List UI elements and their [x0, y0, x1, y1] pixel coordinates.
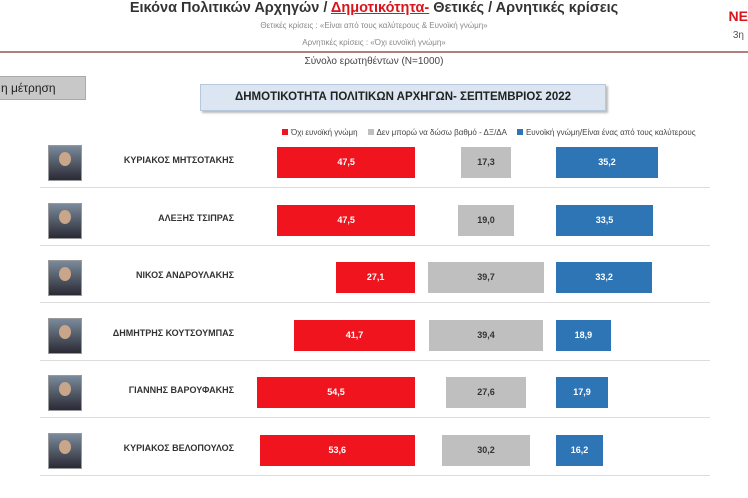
- bar-unfavorable: 41,7: [294, 319, 415, 351]
- leader-photo: [48, 145, 82, 181]
- bar-no-answer: 19,0: [458, 204, 514, 236]
- row-separator: [40, 244, 710, 246]
- row-separator: [40, 302, 710, 303]
- bar-no-answer: 39,4: [428, 319, 544, 351]
- chart-row: ΔΗΜΗΤΡΗΣ ΚΟΥΤΣΟΥΜΠΑΣ 41,7 39,4 18,9: [0, 308, 748, 365]
- leader-photo: [48, 317, 82, 354]
- bar-no-answer: 30,2: [442, 434, 530, 466]
- bar-no-answer: 17,3: [460, 147, 512, 178]
- bar-unfavorable: 54,5: [256, 377, 415, 408]
- bar-unfavorable: 47,5: [277, 204, 415, 236]
- legend-label: Όχι ευνοϊκή γνώμη: [291, 128, 358, 137]
- leader-name: ΔΗΜΗΤΡΗΣ ΚΟΥΤΣΟΥΜΠΑΣ: [112, 327, 234, 338]
- chart-row: ΚΥΡΙΑΚΟΣ ΒΕΛΟΠΟΥΛΟΣ 53,6 30,2 16,2: [0, 423, 748, 480]
- row-separator: [40, 474, 710, 476]
- leader-photo: [48, 432, 82, 469]
- legend: Όχι ευνοϊκή γνώμη Δεν μπορώ να δώσω βαθμό…: [282, 128, 706, 137]
- bar-unfavorable: 27,1: [336, 262, 415, 293]
- brand-logo: ΝΕ: [728, 8, 748, 24]
- bar-favorable: 33,2: [556, 262, 653, 293]
- chart-row: ΚΥΡΙΑΚΟΣ ΜΗΤΣΟΤΑΚΗΣ 47,5 17,3 35,2: [0, 135, 748, 192]
- legend-swatch: [367, 129, 374, 135]
- legend-item: Δεν μπορώ να δώσω βαθμό - ΔΞ/ΔΑ: [367, 128, 507, 137]
- leader-photo: [48, 260, 82, 296]
- legend-swatch: [282, 129, 288, 135]
- leader-photo: [48, 202, 82, 239]
- sample-size: Σύνολο ερωτηθέντων (Ν=1000): [304, 56, 444, 67]
- legend-swatch: [516, 129, 523, 135]
- bar-favorable: 17,9: [556, 377, 608, 408]
- row-separator: [40, 187, 710, 188]
- bar-no-answer: 39,7: [428, 262, 544, 293]
- chart-row: ΑΛΕΞΗΣ ΤΣΙΠΡΑΣ 47,5 19,0 33,5: [0, 193, 748, 250]
- row-separator: [40, 359, 710, 361]
- bar-favorable: 35,2: [556, 147, 659, 178]
- page-title: Εικόνα Πολιτικών Αρχηγών / Δημοτικότητα-…: [129, 0, 619, 16]
- positive-definition: Θετικές κρίσεις : «Είναι από τους καλύτε…: [260, 21, 488, 30]
- row-separator: [40, 417, 710, 418]
- legend-item: Ευνοϊκή γνώμη/Είναι ένας από τους καλύτε…: [516, 128, 696, 137]
- leader-name: ΚΥΡΙΑΚΟΣ ΒΕΛΟΠΟΥΛΟΣ: [123, 442, 234, 453]
- bar-unfavorable: 53,6: [259, 434, 415, 466]
- negative-definition: Αρνητικές κρίσεις : «Όχι ευνοϊκή γνώμη»: [302, 38, 446, 47]
- bar-favorable: 18,9: [556, 319, 611, 351]
- legend-label: Ευνοϊκή γνώμη/Είναι ένας από τους καλύτε…: [525, 128, 696, 137]
- wave-label: 3η: [732, 30, 744, 41]
- measurement-label: η μέτρηση: [0, 76, 86, 100]
- chart-row: ΝΙΚΟΣ ΑΝΔΡΟΥΛΑΚΗΣ 27,1 39,7 33,2: [0, 250, 748, 307]
- leader-photo: [48, 375, 82, 411]
- leader-name: ΝΙΚΟΣ ΑΝΔΡΟΥΛΑΚΗΣ: [136, 270, 234, 280]
- leader-name: ΓΙΑΝΝΗΣ ΒΑΡΟΥΦΑΚΗΣ: [128, 385, 234, 395]
- bar-favorable: 33,5: [556, 204, 654, 236]
- leader-name: ΑΛΕΞΗΣ ΤΣΙΠΡΑΣ: [158, 212, 234, 223]
- bar-no-answer: 27,6: [445, 377, 526, 408]
- bar-unfavorable: 47,5: [277, 147, 415, 178]
- bar-favorable: 16,2: [556, 434, 603, 466]
- leader-name: ΚΥΡΙΑΚΟΣ ΜΗΤΣΟΤΑΚΗΣ: [123, 155, 234, 165]
- legend-item: Όχι ευνοϊκή γνώμη: [282, 128, 358, 137]
- chart-title: ΔΗΜΟΤΙΚΟΤΗΤΑ ΠΟΛΙΤΙΚΩΝ ΑΡΧΗΓΩΝ- ΣΕΠΤΕΜΒΡ…: [200, 84, 606, 111]
- legend-label: Δεν μπορώ να δώσω βαθμό - ΔΞ/ΔΑ: [376, 128, 507, 137]
- divider: [0, 51, 748, 53]
- chart-row: ΓΙΑΝΝΗΣ ΒΑΡΟΥΦΑΚΗΣ 54,5 27,6 17,9: [0, 365, 748, 422]
